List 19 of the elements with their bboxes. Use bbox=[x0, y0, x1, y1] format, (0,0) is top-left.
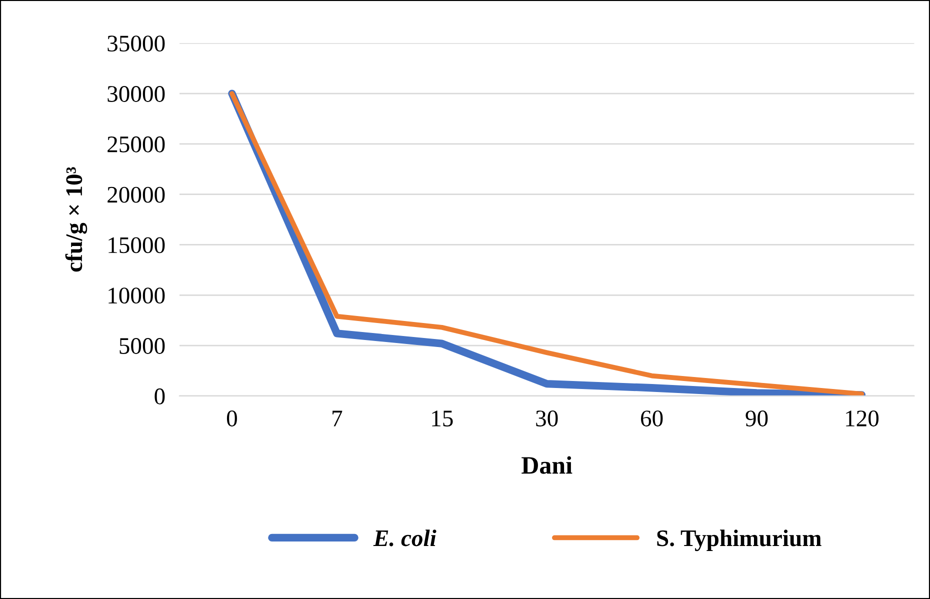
y-tick-label: 5000 bbox=[120, 338, 165, 354]
x-tick-label: 15 bbox=[432, 410, 453, 426]
x-tick-label: 120 bbox=[846, 410, 879, 426]
y-tick-label: 20000 bbox=[108, 186, 165, 203]
y-tick-label: 35000 bbox=[108, 36, 165, 52]
x-tick-label: 0 bbox=[226, 410, 237, 426]
y-axis-title: cfu/g × 10³ bbox=[65, 167, 88, 272]
y-tick-label: 0 bbox=[154, 388, 165, 404]
x-tick-label: 60 bbox=[641, 410, 663, 426]
legend-label: E. coli bbox=[373, 530, 436, 546]
x-tick-label: 7 bbox=[332, 410, 342, 426]
y-tick-label: 30000 bbox=[108, 86, 165, 102]
y-tick-label: 15000 bbox=[108, 237, 165, 254]
x-tick-label: 30 bbox=[536, 410, 558, 426]
legend-label: S. Typhimurium bbox=[657, 530, 822, 552]
y-tick-label: 25000 bbox=[108, 136, 165, 152]
y-tick-label: 10000 bbox=[108, 288, 165, 304]
x-axis-title: Dani bbox=[522, 456, 572, 474]
x-tick-label: 90 bbox=[746, 410, 768, 426]
